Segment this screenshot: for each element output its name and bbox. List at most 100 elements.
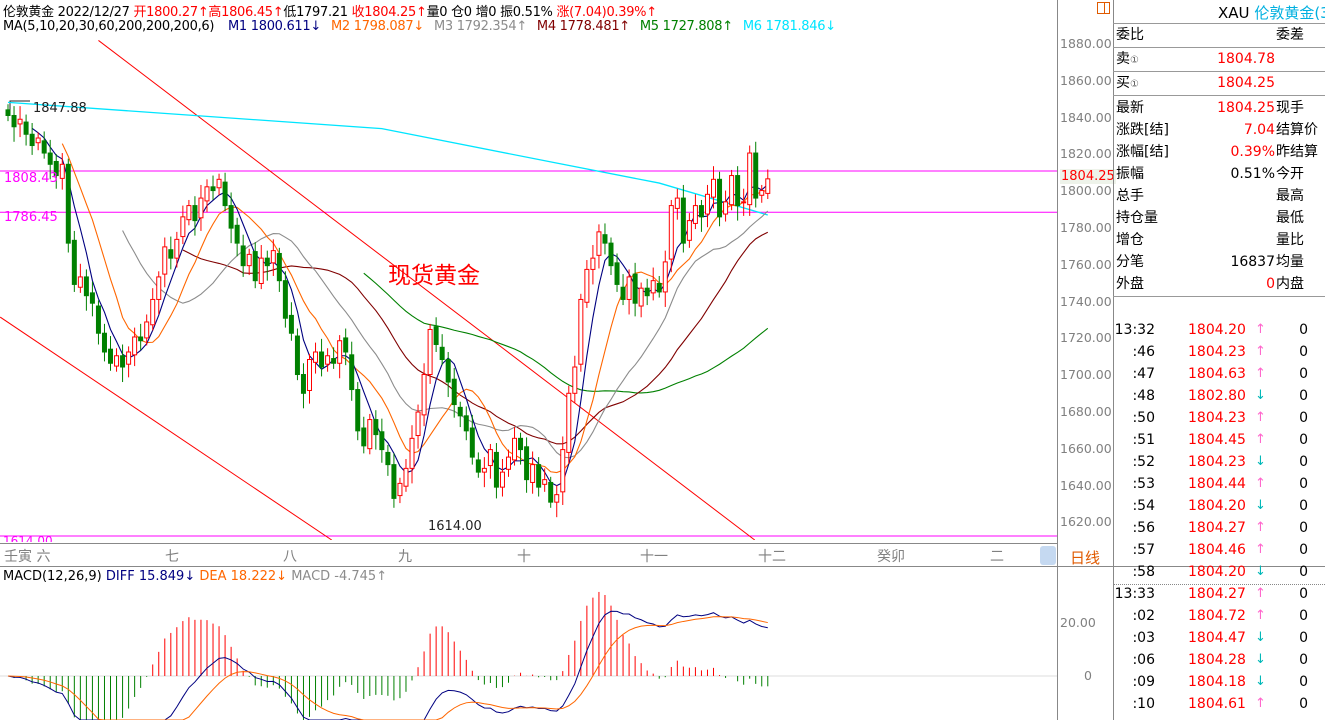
- tick-time: :50: [1132, 410, 1155, 426]
- candle-body: [35, 137, 41, 144]
- candle-body: [451, 378, 457, 406]
- candle: [698, 199, 704, 232]
- candle-body: [409, 437, 415, 469]
- candle: [439, 334, 445, 366]
- candle-body: [222, 181, 228, 207]
- tick-row: :02 1804.72 ↑ 0: [1114, 605, 1325, 627]
- price-axis-tick: 1700.00: [1060, 367, 1112, 383]
- candle: [560, 436, 566, 505]
- ma-legend-item: M4 1778.481↑: [537, 19, 630, 34]
- candle: [626, 269, 632, 315]
- layout-toggle-icon[interactable]: [1097, 2, 1110, 14]
- tick-price: 1804.23: [1188, 454, 1246, 470]
- candle-body: [445, 359, 451, 383]
- candle: [385, 444, 391, 476]
- candle: [536, 457, 542, 497]
- candle: [240, 234, 246, 277]
- panel-name: 伦敦黄金(3: [1254, 4, 1325, 22]
- up-arrow-icon: ↑: [1255, 366, 1266, 381]
- candle-body: [17, 118, 23, 125]
- dea-label: DEA: [199, 569, 227, 584]
- tick-time: :54: [1132, 498, 1155, 514]
- tick-row: :52 1804.23 ↓ 0: [1114, 451, 1325, 473]
- quote-row: 涨幅[结] 0.39% 昨结算: [1116, 141, 1325, 163]
- candle-body: [536, 464, 542, 488]
- candlestick-chart[interactable]: [0, 0, 1057, 540]
- volume-value: 量0: [426, 5, 448, 20]
- quote-value: 7.04: [1243, 122, 1275, 138]
- buy-row: 买① 1804.25: [1116, 72, 1325, 94]
- ma-legend-title: MA(5,10,20,30,60,200,200,200,6): [3, 19, 215, 34]
- panel-code: XAU: [1218, 4, 1250, 22]
- date-axis-label: 十一: [640, 549, 668, 565]
- candle: [23, 114, 29, 146]
- tick-volume: 0: [1299, 696, 1308, 712]
- quote-label: 涨幅[结]: [1116, 144, 1169, 160]
- candle-body: [650, 280, 656, 294]
- diff-label: DIFF: [105, 569, 135, 584]
- candle: [120, 344, 126, 383]
- candle: [53, 153, 59, 189]
- candle-body: [294, 335, 300, 376]
- candle-body: [735, 175, 741, 207]
- candle-body: [668, 205, 674, 260]
- candle-body: [397, 482, 403, 497]
- quote-right-label: 今开: [1276, 166, 1304, 182]
- down-arrow-icon: ↓: [184, 569, 196, 584]
- up-arrow-icon: ↑: [1255, 410, 1266, 425]
- candle-body: [759, 190, 765, 196]
- weibi-row: 委比 委差: [1116, 24, 1325, 46]
- candle: [602, 223, 608, 255]
- candle-body: [101, 332, 107, 353]
- tick-time: :06: [1132, 652, 1155, 668]
- candle: [361, 416, 367, 454]
- candle: [156, 271, 162, 315]
- candle-body: [77, 276, 83, 288]
- tick-row: :51 1804.45 ↑ 0: [1114, 429, 1325, 451]
- diff-value: 15.849: [138, 569, 185, 584]
- price-axis-tick: 1720.00: [1060, 330, 1112, 346]
- period-daily-button[interactable]: 日线: [1070, 549, 1101, 567]
- candle: [650, 267, 656, 301]
- macd-chart[interactable]: [0, 568, 1057, 720]
- candle: [753, 141, 759, 208]
- hline-label-1808: 1808.43: [4, 171, 58, 186]
- tick-time: :57: [1132, 542, 1155, 558]
- candle: [608, 237, 614, 276]
- date-axis-top-border: [0, 543, 1057, 544]
- tick-row: :57 1804.46 ↑ 0: [1114, 539, 1325, 561]
- candle: [17, 106, 23, 138]
- macd-label: MACD: [291, 569, 331, 584]
- candle: [319, 338, 325, 377]
- tick-volume: 0: [1299, 564, 1308, 580]
- tick-volume: 0: [1299, 476, 1308, 492]
- candle-body: [144, 321, 150, 339]
- candle-body: [319, 351, 325, 368]
- candle-body: [512, 437, 518, 461]
- candle-body: [439, 346, 445, 361]
- diff-line: [7, 610, 768, 720]
- candle-body: [276, 252, 282, 282]
- scrollbar-thumb[interactable]: [1040, 546, 1056, 565]
- tick-price: 1804.20: [1188, 498, 1246, 514]
- candle: [481, 457, 487, 488]
- candle: [101, 323, 107, 362]
- candle: [337, 335, 343, 379]
- up-arrow-icon: ↑: [1255, 520, 1266, 535]
- price-axis-tick: 1860.00: [1060, 72, 1112, 88]
- candle-body: [41, 140, 47, 154]
- macd-value: -4.745: [334, 569, 377, 584]
- quote-label: 增仓: [1116, 232, 1144, 248]
- candle-body: [300, 374, 306, 394]
- candle: [210, 175, 216, 200]
- date-axis-label: 七: [165, 549, 179, 565]
- date-axis-label: 八: [283, 549, 297, 565]
- candle: [59, 153, 65, 190]
- up-arrow-icon: ↑: [415, 5, 427, 20]
- candle-body: [270, 250, 276, 264]
- candle-body: [168, 249, 174, 259]
- candle-body: [240, 245, 246, 267]
- divider: [1113, 296, 1325, 297]
- candle-body: [132, 336, 138, 356]
- candle: [518, 432, 524, 465]
